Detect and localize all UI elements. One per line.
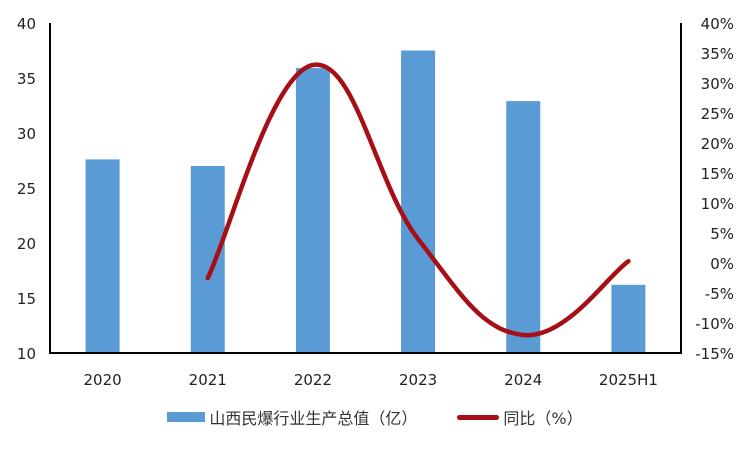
left-tick-label: 20 <box>17 235 36 253</box>
legend-item-line: 同比（%） <box>457 405 583 429</box>
right-tick-label: 15% <box>701 165 734 183</box>
x-tick-label: 2025H1 <box>599 371 658 389</box>
x-tick-label: 2021 <box>189 371 227 389</box>
right-axis-ticks: 40% 35% 30% 25% 20% 15% 10% 5% 0% -5% -10% -15% <box>695 15 734 363</box>
bar <box>611 284 646 353</box>
left-tick-label: 40 <box>17 15 36 33</box>
bar <box>506 101 541 353</box>
right-tick-label: 10% <box>701 195 734 213</box>
right-tick-label: -15% <box>695 345 734 363</box>
right-tick-label: 40% <box>701 15 734 33</box>
bar <box>401 50 436 353</box>
left-axis-ticks: 40 35 30 25 20 15 10 <box>17 15 36 363</box>
left-tick-label: 10 <box>17 345 36 363</box>
x-tick-label: 2024 <box>504 371 542 389</box>
right-tick-label: 5% <box>710 225 734 243</box>
x-tick-label: 2023 <box>399 371 437 389</box>
bar <box>190 166 225 353</box>
bar-series <box>85 50 646 353</box>
left-tick-label: 30 <box>17 125 36 143</box>
right-tick-label: 35% <box>701 45 734 63</box>
right-tick-label: 25% <box>701 105 734 123</box>
combo-chart: 40 35 30 25 20 15 10 40% 35% 30% 25% 20% 15% 10% 5% 0%… <box>17 15 734 389</box>
right-tick-label: 30% <box>701 75 734 93</box>
left-tick-label: 25 <box>17 180 36 198</box>
left-tick-label: 35 <box>17 70 36 88</box>
line-swatch-icon <box>457 414 500 420</box>
bar <box>295 68 330 353</box>
legend: 山西民爆行业生产总值（亿） 同比（%） <box>0 405 750 429</box>
right-tick-label: 0% <box>710 255 734 273</box>
x-axis-ticks: 2020 2021 2022 2023 2024 2025H1 <box>83 371 657 389</box>
x-tick-label: 2022 <box>294 371 332 389</box>
right-tick-label: 20% <box>701 135 734 153</box>
right-tick-label: -5% <box>705 285 734 303</box>
legend-line-label: 同比（%） <box>503 409 583 428</box>
right-tick-label: -10% <box>695 315 734 333</box>
x-tick-label: 2020 <box>83 371 121 389</box>
legend-bar-label: 山西民爆行业生产总值（亿） <box>209 409 418 428</box>
legend-item-bar: 山西民爆行业生产总值（亿） <box>167 405 417 429</box>
bar <box>85 159 120 353</box>
bar-swatch-icon <box>167 412 206 422</box>
yoy-line <box>205 62 631 338</box>
left-tick-label: 15 <box>17 290 36 308</box>
